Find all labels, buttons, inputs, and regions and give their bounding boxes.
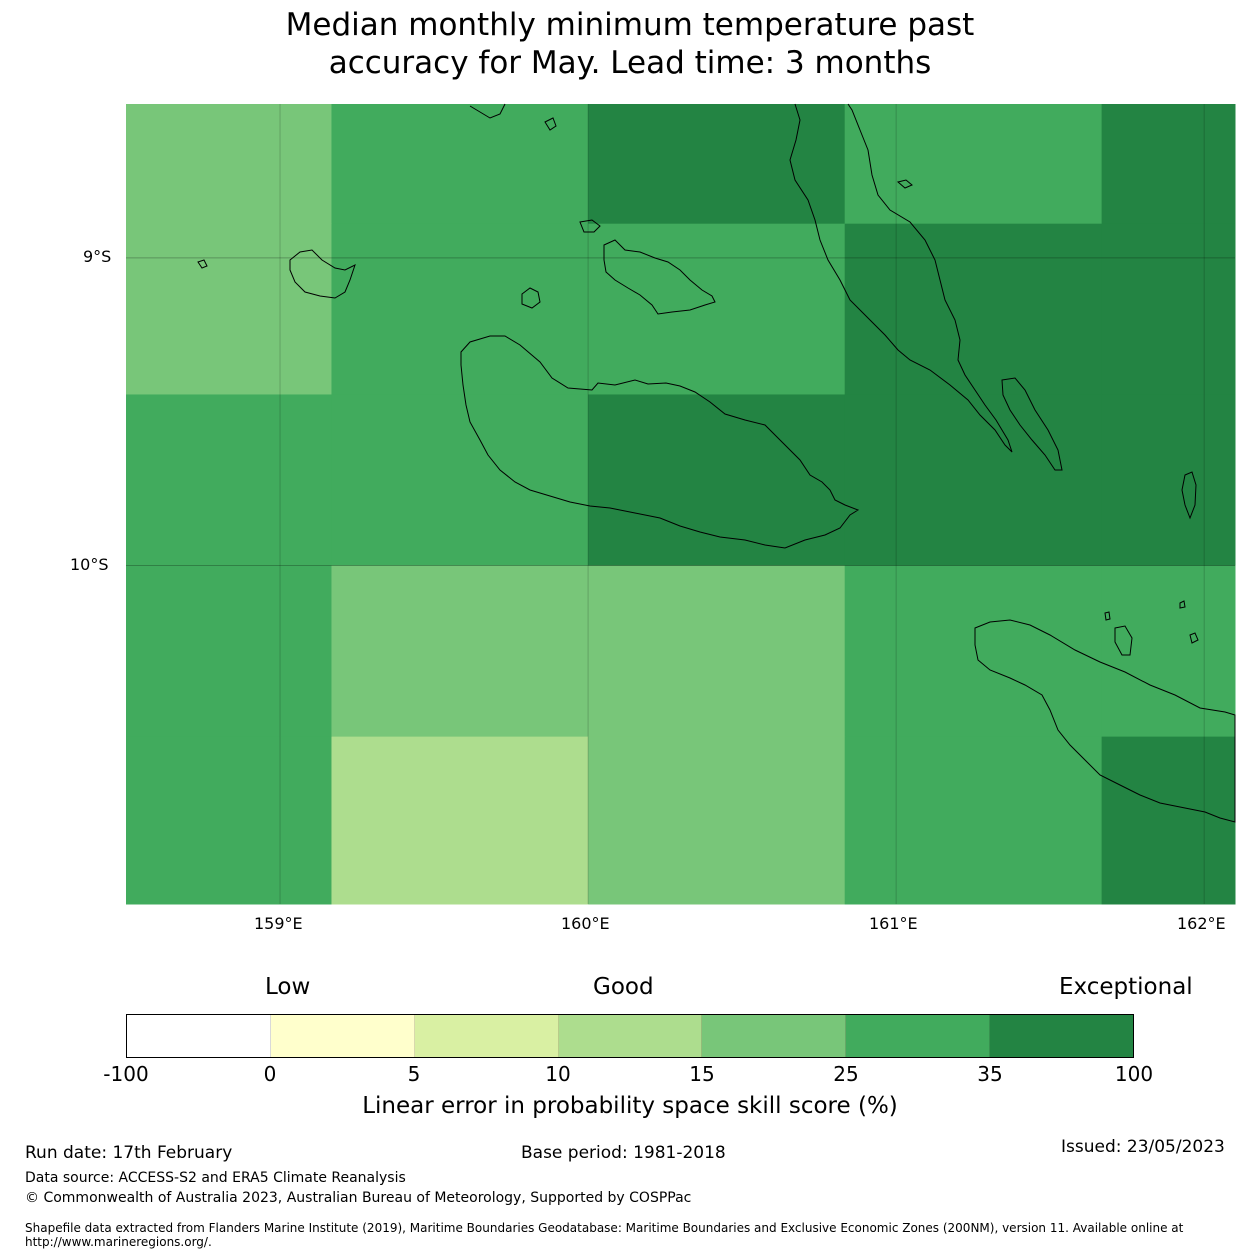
coastline-makira (974, 619, 1236, 823)
skill-cell (844, 394, 1103, 567)
coastline-islet-malaita-off (896, 179, 913, 189)
x-tick-161e: 161°E (869, 914, 918, 933)
run-date: Run date: 17th February (25, 1143, 233, 1163)
coastline-small-malaita (1001, 377, 1063, 471)
skill-cell (844, 565, 1103, 738)
chart-title: Median monthly minimum temperature past … (0, 6, 1260, 82)
colorbar-good-label: Good (593, 974, 654, 1000)
skill-cell (126, 736, 332, 905)
shapefile-credit: Shapefile data extracted from Flanders M… (25, 1221, 1184, 1249)
coastline-islet-north-shore (469, 103, 506, 119)
skill-cell (588, 736, 846, 905)
colorbar-segment (990, 1015, 1134, 1057)
colorbar-tick: -100 (103, 1062, 149, 1086)
colorbar-segment (702, 1015, 847, 1057)
skill-cell (331, 223, 589, 395)
colorbar-segment (414, 1015, 559, 1057)
colorbar-segment (558, 1015, 703, 1057)
copyright: © Commonwealth of Australia 2023, Austra… (25, 1190, 692, 1206)
skill-cell (126, 104, 332, 225)
skill-cell (588, 223, 846, 395)
base-period: Base period: 1981-2018 (521, 1143, 726, 1163)
skill-cell (1101, 223, 1236, 395)
data-source: Data source: ACCESS-S2 and ERA5 Climate … (25, 1170, 406, 1186)
coastline-islet-north (544, 117, 557, 131)
title-line-1: Median monthly minimum temperature past (285, 7, 975, 43)
coastline-islet-se1 (1179, 600, 1186, 609)
skill-grid-cells (126, 104, 1236, 905)
skill-cell (126, 223, 332, 395)
skill-cell (588, 104, 846, 225)
colorbar-tick: 35 (977, 1062, 1003, 1086)
skill-map (126, 103, 1236, 905)
colorbar-tick: 25 (833, 1062, 859, 1086)
colorbar (126, 1014, 1134, 1058)
issued-date: Issued: 23/05/2023 (1061, 1137, 1225, 1157)
coastline-savo (521, 287, 541, 309)
colorbar-tick: 5 (407, 1062, 421, 1086)
colorbar-tick: 15 (689, 1062, 715, 1086)
coastlines (197, 103, 1236, 823)
colorbar-segment (846, 1015, 991, 1057)
colorbar-tick: 10 (545, 1062, 571, 1086)
skill-cell (126, 565, 332, 738)
x-tick-162e: 162°E (1177, 914, 1226, 933)
coastline-islet-west (197, 259, 208, 269)
coastline-islet-se3 (1104, 611, 1111, 621)
colorbar-low-label: Low (265, 974, 311, 1000)
skill-cell (331, 394, 589, 567)
skill-cell (126, 394, 332, 567)
skill-cell (331, 565, 589, 738)
skill-cell (1101, 736, 1236, 905)
colorbar-tick: 100 (1114, 1062, 1154, 1086)
skill-cell (588, 565, 846, 738)
colorbar-segment (127, 1015, 271, 1057)
skill-cell (1101, 104, 1236, 225)
skill-cell (588, 394, 846, 567)
coastline-islet-se2 (1189, 632, 1199, 644)
graticule (126, 104, 1235, 904)
skill-cell (331, 736, 589, 905)
coastline-russell-islands (289, 249, 356, 299)
x-tick-159e: 159°E (254, 914, 303, 933)
coastline-florida-islands (603, 239, 716, 315)
skill-cell (1101, 394, 1236, 567)
coastline-malaita (789, 103, 1013, 453)
title-line-2: accuracy for May. Lead time: 3 months (328, 45, 932, 81)
colorbar-axis-label: Linear error in probability space skill … (362, 1093, 898, 1119)
colorbar-tick: 0 (263, 1062, 277, 1086)
skill-cell (844, 104, 1103, 225)
coastline-ugi (1114, 625, 1133, 656)
skill-cell (844, 736, 1103, 905)
coastline-islet-ngella (579, 219, 601, 233)
colorbar-exceptional-label: Exceptional (1059, 974, 1193, 1000)
skill-cell (844, 223, 1103, 395)
y-tick-9s: 9°S (83, 247, 112, 266)
coastline-ulawa (1181, 471, 1197, 520)
colorbar-segment (270, 1015, 415, 1057)
y-tick-10s: 10°S (70, 555, 109, 574)
x-tick-160e: 160°E (561, 914, 610, 933)
skill-cell (331, 104, 589, 225)
skill-cell (1101, 565, 1236, 738)
coastline-guadalcanal (460, 335, 860, 549)
